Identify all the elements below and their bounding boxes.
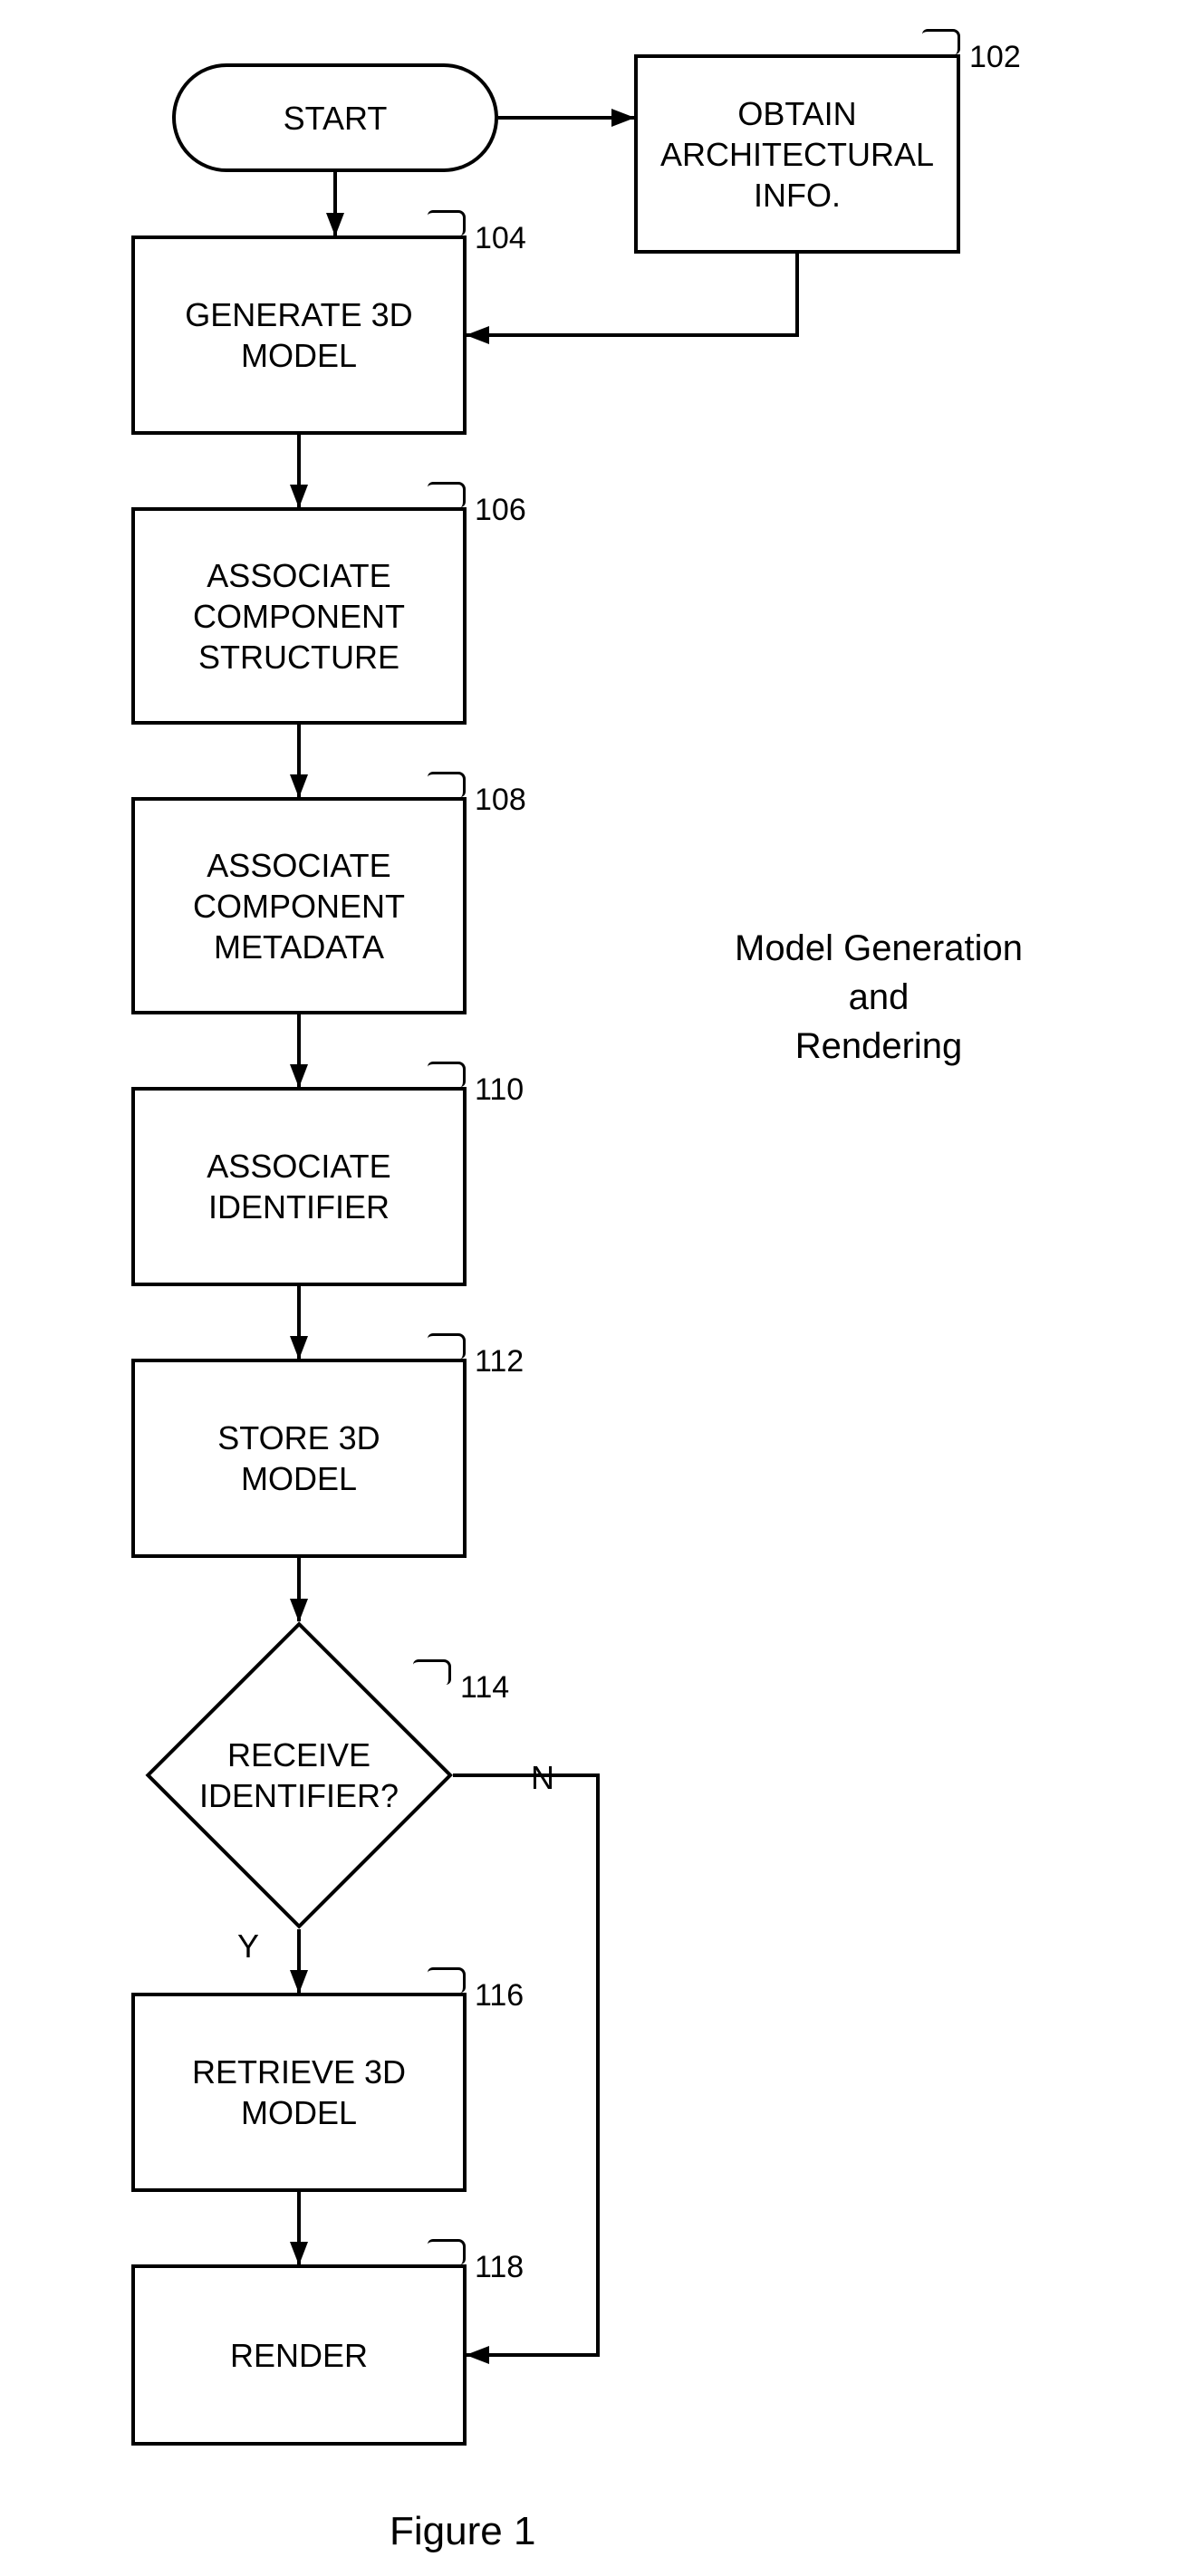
node-start: START xyxy=(172,63,498,172)
node-114: RECEIVE IDENTIFIER? xyxy=(145,1621,453,1929)
callout-114 xyxy=(413,1659,451,1685)
callout-116 xyxy=(428,1967,466,1993)
num-102: 102 xyxy=(969,40,1021,75)
side-title: Model Generation and Rendering xyxy=(688,924,1069,1071)
callout-104 xyxy=(428,210,466,235)
callout-112 xyxy=(428,1333,466,1359)
num-104: 104 xyxy=(475,221,526,256)
num-118: 118 xyxy=(475,2250,524,2285)
node-116-label: RETRIEVE 3D MODEL xyxy=(192,2052,406,2133)
node-106-label: ASSOCIATE COMPONENT STRUCTURE xyxy=(193,555,405,678)
num-112: 112 xyxy=(475,1344,524,1379)
node-118-label: RENDER xyxy=(230,2335,368,2376)
callout-102 xyxy=(922,29,960,54)
num-108: 108 xyxy=(475,783,526,818)
num-106: 106 xyxy=(475,493,526,528)
node-104: GENERATE 3D MODEL xyxy=(131,235,467,435)
node-108-label: ASSOCIATE COMPONENT METADATA xyxy=(193,845,405,967)
callout-110 xyxy=(428,1062,466,1087)
node-112: STORE 3D MODEL xyxy=(131,1359,467,1558)
node-102-label: OBTAIN ARCHITECTURAL INFO. xyxy=(660,93,934,216)
edge-label-y: Y xyxy=(237,1927,259,1966)
node-118: RENDER xyxy=(131,2264,467,2446)
callout-108 xyxy=(428,772,466,797)
node-112-label: STORE 3D MODEL xyxy=(217,1418,380,1499)
figure-caption: Figure 1 xyxy=(390,2509,535,2554)
callout-106 xyxy=(428,482,466,507)
node-114-text-wrap: RECEIVE IDENTIFIER? xyxy=(145,1621,453,1929)
num-116: 116 xyxy=(475,1978,524,2014)
node-104-label: GENERATE 3D MODEL xyxy=(185,294,412,376)
num-110: 110 xyxy=(475,1072,524,1108)
node-114-label: RECEIVE IDENTIFIER? xyxy=(199,1735,399,1816)
node-110-label: ASSOCIATE IDENTIFIER xyxy=(207,1146,390,1227)
node-102: OBTAIN ARCHITECTURAL INFO. xyxy=(634,54,960,254)
edge-label-n: N xyxy=(531,1759,554,1797)
flowchart-canvas: START OBTAIN ARCHITECTURAL INFO. GENERAT… xyxy=(0,0,1203,2576)
node-108: ASSOCIATE COMPONENT METADATA xyxy=(131,797,467,1014)
node-116: RETRIEVE 3D MODEL xyxy=(131,1993,467,2192)
node-start-label: START xyxy=(284,98,388,139)
num-114: 114 xyxy=(460,1670,509,1706)
node-110: ASSOCIATE IDENTIFIER xyxy=(131,1087,467,1286)
callout-118 xyxy=(428,2239,466,2264)
node-106: ASSOCIATE COMPONENT STRUCTURE xyxy=(131,507,467,725)
